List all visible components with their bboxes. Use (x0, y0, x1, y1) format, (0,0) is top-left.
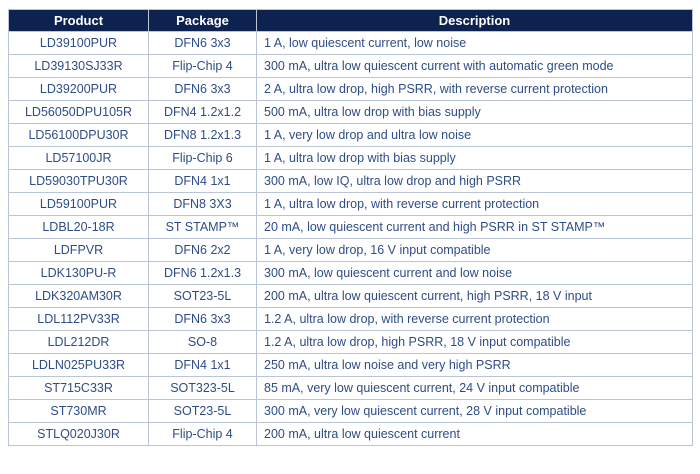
description-cell: 200 mA, ultra low quiescent current (256, 422, 693, 446)
table-row: STLQ020J30R Flip-Chip 4 200 mA, ultra lo… (8, 422, 693, 446)
product-cell: LD59100PUR (8, 192, 149, 216)
table-row: LD39200PUR DFN6 3x3 2 A, ultra low drop,… (8, 77, 693, 101)
product-cell: LDK130PU-R (8, 261, 149, 285)
table-row: LDL212DR SO-8 1.2 A, ultra low drop, hig… (8, 330, 693, 354)
table-row: LD56050DPU105R DFN4 1.2x1.2 500 mA, ultr… (8, 100, 693, 124)
product-cell: LDFPVR (8, 238, 149, 262)
package-cell: Flip-Chip 6 (148, 146, 257, 170)
column-header-package: Package (148, 9, 257, 32)
package-cell: SOT323-5L (148, 376, 257, 400)
package-cell: Flip-Chip 4 (148, 54, 257, 78)
package-cell: DFN6 2x2 (148, 238, 257, 262)
product-cell: STLQ020J30R (8, 422, 149, 446)
column-header-description: Description (256, 9, 693, 32)
product-cell: LDK320AM30R (8, 284, 149, 308)
description-cell: 200 mA, ultra low quiescent current, hig… (256, 284, 693, 308)
table-row: LDK130PU-R DFN6 1.2x1.3 300 mA, low quie… (8, 261, 693, 285)
product-cell: LDBL20-18R (8, 215, 149, 239)
description-cell: 1 A, ultra low drop, with reverse curren… (256, 192, 693, 216)
package-cell: SO-8 (148, 330, 257, 354)
product-cell: LD39100PUR (8, 31, 149, 55)
description-cell: 2 A, ultra low drop, high PSRR, with rev… (256, 77, 693, 101)
description-cell: 1 A, very low drop, 16 V input compatibl… (256, 238, 693, 262)
table-row: LD57100JR Flip-Chip 6 1 A, ultra low dro… (8, 146, 693, 170)
product-cell: LD39130SJ33R (8, 54, 149, 78)
table-row: LDL112PV33R DFN6 3x3 1.2 A, ultra low dr… (8, 307, 693, 331)
package-cell: SOT23-5L (148, 284, 257, 308)
header-row: Product Package Description (8, 9, 693, 32)
package-cell: DFN8 1.2x1.3 (148, 123, 257, 147)
product-cell: LD56050DPU105R (8, 100, 149, 124)
column-header-product: Product (8, 9, 149, 32)
product-cell: LDL112PV33R (8, 307, 149, 331)
table-row: ST730MR SOT23-5L 300 mA, very low quiesc… (8, 399, 693, 423)
description-cell: 300 mA, low IQ, ultra low drop and high … (256, 169, 693, 193)
product-table: Product Package Description LD39100PUR D… (8, 9, 693, 446)
package-cell: DFN8 3X3 (148, 192, 257, 216)
package-cell: DFN6 1.2x1.3 (148, 261, 257, 285)
product-cell: ST715C33R (8, 376, 149, 400)
table-row: LD39130SJ33R Flip-Chip 4 300 mA, ultra l… (8, 54, 693, 78)
package-cell: SOT23-5L (148, 399, 257, 423)
package-cell: DFN6 3x3 (148, 31, 257, 55)
table-row: ST715C33R SOT323-5L 85 mA, very low quie… (8, 376, 693, 400)
package-cell: DFN4 1.2x1.2 (148, 100, 257, 124)
description-cell: 250 mA, ultra low noise and very high PS… (256, 353, 693, 377)
product-cell: LDL212DR (8, 330, 149, 354)
table-row: LDFPVR DFN6 2x2 1 A, very low drop, 16 V… (8, 238, 693, 262)
table-row: LD59100PUR DFN8 3X3 1 A, ultra low drop,… (8, 192, 693, 216)
package-cell: DFN4 1x1 (148, 353, 257, 377)
description-cell: 85 mA, very low quiescent current, 24 V … (256, 376, 693, 400)
description-cell: 300 mA, very low quiescent current, 28 V… (256, 399, 693, 423)
description-cell: 1.2 A, ultra low drop, with reverse curr… (256, 307, 693, 331)
table-row: LDLN025PU33R DFN4 1x1 250 mA, ultra low … (8, 353, 693, 377)
package-cell: DFN6 3x3 (148, 77, 257, 101)
package-cell: DFN6 3x3 (148, 307, 257, 331)
table-row: LDK320AM30R SOT23-5L 200 mA, ultra low q… (8, 284, 693, 308)
description-cell: 1 A, ultra low drop with bias supply (256, 146, 693, 170)
description-cell: 300 mA, low quiescent current and low no… (256, 261, 693, 285)
product-cell: LDLN025PU33R (8, 353, 149, 377)
table-row: LD59030TPU30R DFN4 1x1 300 mA, low IQ, u… (8, 169, 693, 193)
description-cell: 300 mA, ultra low quiescent current with… (256, 54, 693, 78)
description-cell: 500 mA, ultra low drop with bias supply (256, 100, 693, 124)
description-cell: 1 A, very low drop and ultra low noise (256, 123, 693, 147)
table-row: LD39100PUR DFN6 3x3 1 A, low quiescent c… (8, 31, 693, 55)
description-cell: 1 A, low quiescent current, low noise (256, 31, 693, 55)
product-cell: ST730MR (8, 399, 149, 423)
product-cell: LD39200PUR (8, 77, 149, 101)
product-cell: LD59030TPU30R (8, 169, 149, 193)
table-row: LD56100DPU30R DFN8 1.2x1.3 1 A, very low… (8, 123, 693, 147)
table-row: LDBL20-18R ST STAMP™ 20 mA, low quiescen… (8, 215, 693, 239)
description-cell: 20 mA, low quiescent current and high PS… (256, 215, 693, 239)
description-cell: 1.2 A, ultra low drop, high PSRR, 18 V i… (256, 330, 693, 354)
package-cell: Flip-Chip 4 (148, 422, 257, 446)
package-cell: DFN4 1x1 (148, 169, 257, 193)
package-cell: ST STAMP™ (148, 215, 257, 239)
product-cell: LD57100JR (8, 146, 149, 170)
product-cell: LD56100DPU30R (8, 123, 149, 147)
